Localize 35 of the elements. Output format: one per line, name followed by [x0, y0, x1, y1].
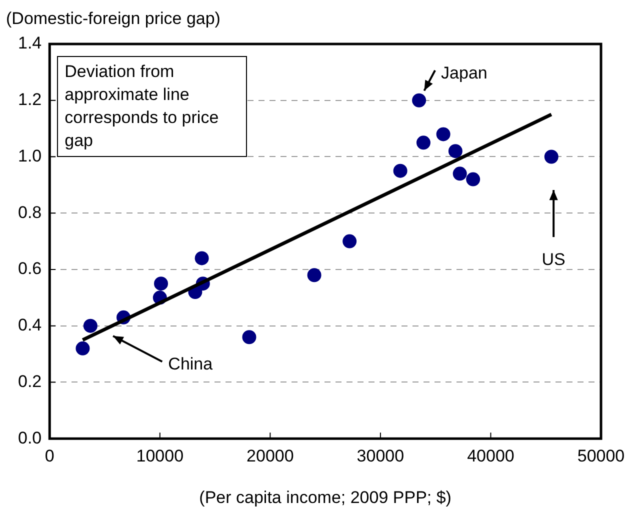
x-tick-label: 20000 — [246, 446, 294, 466]
point — [307, 268, 322, 282]
x-tick-label: 30000 — [356, 446, 404, 466]
annotation: China — [168, 354, 214, 374]
y-tick-label: 1.4 — [18, 34, 42, 53]
x-tick-label: 0 — [44, 446, 54, 466]
x-tick-label: 10000 — [136, 446, 184, 466]
point — [416, 136, 430, 150]
point — [393, 164, 408, 178]
x-axis-title: (Per capita income; 2009 PPP; $) — [199, 488, 452, 507]
point — [452, 166, 467, 181]
point — [544, 150, 558, 164]
x-tick-label: 50000 — [577, 446, 625, 466]
x-tick-label: 40000 — [467, 446, 514, 466]
y-tick-label: 0.2 — [18, 372, 42, 391]
y-tick-label: 0.4 — [18, 316, 42, 335]
point — [342, 234, 357, 248]
y-tick-label: 0.0 — [18, 428, 42, 448]
point — [194, 251, 209, 266]
annotation: US — [542, 250, 566, 270]
point — [448, 144, 462, 158]
y-axis-title: (Domestic-foreign price gap) — [6, 9, 220, 28]
point — [466, 172, 480, 186]
point — [436, 127, 450, 142]
y-tick-label: 0.6 — [18, 259, 42, 278]
annotation: Japan — [441, 63, 488, 82]
y-tick-label: 1.2 — [18, 90, 42, 110]
annotation: Deviation from approximate line corresponds to price gap — [56, 56, 247, 157]
point — [83, 318, 98, 333]
y-tick-label: 1.0 — [18, 146, 42, 166]
y-tick-label: 0.8 — [18, 202, 42, 222]
point — [154, 276, 168, 291]
point — [412, 93, 426, 108]
point — [242, 330, 256, 344]
point — [76, 341, 90, 356]
